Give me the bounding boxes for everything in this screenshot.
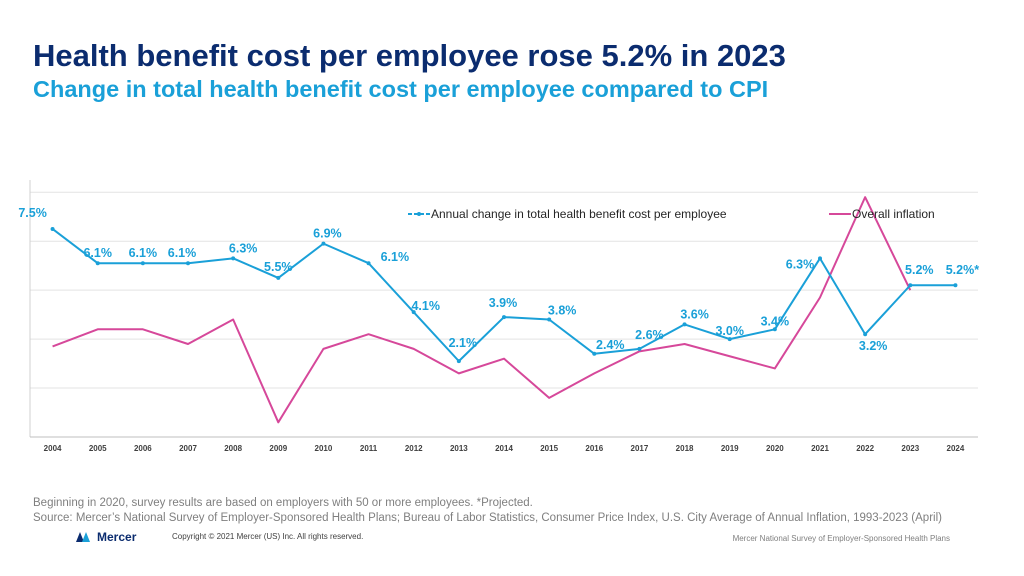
page-title: Health benefit cost per employee rose 5.… [33, 38, 786, 73]
page-subtitle: Change in total health benefit cost per … [33, 76, 769, 102]
x-tick-label: 2009 [269, 444, 287, 453]
x-tick-label: 2018 [676, 444, 694, 453]
health-cost-point [547, 317, 552, 322]
footnote-note: Beginning in 2020, survey results are ba… [33, 497, 533, 509]
x-tick-label: 2004 [44, 444, 62, 453]
health-cost-data-label: 3.9% [489, 296, 518, 310]
x-tick-label: 2007 [179, 444, 197, 453]
health-cost-data-label: 3.6% [680, 307, 709, 321]
health-cost-data-label: 6.3% [229, 241, 258, 255]
health-cost-data-label: 3.8% [548, 304, 577, 318]
health-cost-data-label: 7.5% [18, 206, 47, 220]
health-cost-data-label: 3.4% [761, 314, 790, 328]
health-cost-data-label: 3.2% [859, 339, 888, 353]
health-cost-data-label: 6.1% [168, 246, 197, 260]
health-cost-point [682, 322, 687, 327]
x-tick-label: 2014 [495, 444, 513, 453]
inflation-line [52, 196, 912, 424]
footnote-source: Source: Mercer’s National Survey of Empl… [33, 512, 942, 524]
survey-name: Mercer National Survey of Employer-Spons… [732, 534, 950, 543]
health-cost-point [366, 261, 371, 266]
legend-health-cost-label: Annual change in total health benefit co… [431, 207, 727, 221]
health-cost-point [637, 346, 642, 351]
health-cost-data-label: 2.4% [596, 338, 625, 352]
mercer-logo: Mercer [76, 530, 136, 544]
health-cost-point [727, 337, 732, 342]
health-cost-data-label: 2.6% [635, 328, 664, 342]
health-cost-point [231, 256, 236, 261]
mercer-logo-icon [76, 532, 90, 542]
health-cost-point [502, 315, 506, 320]
health-cost-point [592, 351, 597, 356]
logo-text: Mercer [97, 530, 137, 544]
health-cost-data-label: 4.1% [411, 299, 440, 313]
health-cost-point [321, 241, 326, 246]
health-cost-point [140, 261, 145, 266]
health-cost-point [456, 359, 461, 364]
legend-health-cost-marker [417, 212, 421, 216]
x-tick-label: 2024 [947, 444, 965, 453]
x-tick-label: 2023 [901, 444, 919, 453]
legend-inflation-label: Overall inflation [852, 207, 935, 221]
health-cost-data-label: 3.0% [715, 324, 744, 338]
x-tick-label: 2019 [721, 444, 739, 453]
health-cost-data-label: 6.9% [313, 227, 342, 241]
x-tick-label: 2021 [811, 444, 829, 453]
health-cost-data-label: 5.5% [264, 260, 293, 274]
x-tick-label: 2008 [224, 444, 242, 453]
health-cost-point [95, 261, 100, 266]
x-tick-label: 2022 [856, 444, 874, 453]
x-tick-label: 2011 [360, 444, 378, 453]
health-cost-point [276, 275, 281, 280]
health-cost-data-label: 5.2%* [946, 263, 979, 277]
health-cost-point [953, 283, 958, 288]
health-cost-data-label: 6.1% [129, 246, 158, 260]
x-tick-label: 2015 [540, 444, 558, 453]
footnote: Beginning in 2020, survey results are ba… [33, 496, 942, 526]
health-cost-point [863, 332, 868, 337]
copyright-text: Copyright © 2021 Mercer (US) Inc. All ri… [172, 532, 364, 541]
x-tick-label: 2012 [405, 444, 423, 453]
x-tick-label: 2010 [315, 444, 333, 453]
health-cost-data-label: 6.3% [786, 257, 815, 271]
health-cost-point [50, 226, 55, 231]
health-cost-data-label: 2.1% [449, 336, 478, 350]
health-cost-data-label: 6.1% [381, 250, 410, 264]
health-cost-data-label: 5.2% [905, 263, 934, 277]
health-cost-point [186, 261, 190, 266]
x-tick-label: 2005 [89, 444, 107, 453]
x-tick-label: 2006 [134, 444, 152, 453]
health-cost-point [818, 256, 822, 261]
health-cost-point [772, 327, 777, 332]
health-cost-point [908, 283, 913, 288]
x-tick-label: 2020 [766, 444, 784, 453]
health-cost-data-label: 6.1% [83, 246, 112, 260]
x-tick-label: 2013 [450, 444, 468, 453]
x-tick-label: 2016 [585, 444, 603, 453]
x-tick-label: 2017 [631, 444, 649, 453]
health-cost-point [411, 310, 416, 315]
